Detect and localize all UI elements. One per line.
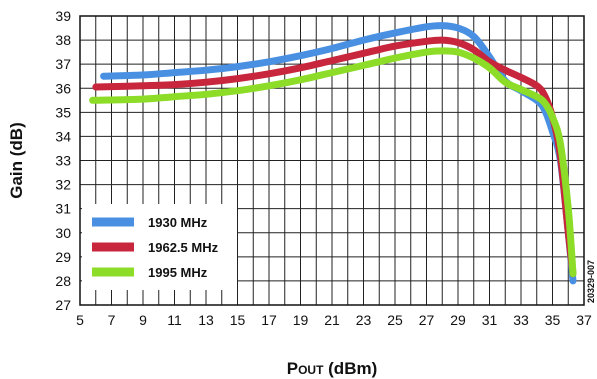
x-tick-label: 29 [450, 312, 466, 328]
x-tick-label: 11 [167, 312, 182, 328]
x-tick-label: 13 [198, 312, 214, 328]
legend: 1930 MHz 1962.5 MHz 1995 MHz [82, 204, 237, 290]
x-tick-label: 7 [108, 312, 116, 328]
series-line-1995-mhz [89, 47, 577, 278]
x-tick-label: 23 [356, 312, 372, 328]
plot-frame [79, 15, 585, 306]
x-axis-title-subscript: OUT [298, 363, 324, 377]
x-tick-label: 21 [324, 312, 340, 328]
y-tick-label: 31 [55, 201, 71, 217]
legend-label-1962-5-mhz: 1962.5 MHz [148, 240, 219, 255]
x-tick-label: 33 [513, 312, 529, 328]
y-tick-label: 37 [55, 56, 71, 72]
y-tick-label: 33 [55, 153, 71, 169]
y-tick-label: 35 [55, 104, 71, 120]
x-axis-title-unit: (dBm) [323, 359, 377, 378]
legend-label-1995-mhz: 1995 MHz [148, 265, 208, 280]
x-tick-label: 35 [545, 312, 561, 328]
y-tick-label: 28 [55, 273, 71, 289]
y-axis-title: Gain (dB) [7, 122, 26, 199]
y-tick-label: 36 [55, 80, 71, 96]
x-tick-label: 27 [419, 312, 435, 328]
x-tick-label: 25 [387, 312, 403, 328]
figure-code: 20329-007 [586, 260, 596, 303]
x-axis-title: POUT (dBm) [287, 359, 378, 378]
legend-label-1930-mhz: 1930 MHz [148, 215, 208, 230]
x-tick-label: 9 [139, 312, 147, 328]
y-tick-label: 30 [55, 225, 71, 241]
x-tick-label: 5 [76, 312, 84, 328]
y-tick-label: 38 [55, 32, 71, 48]
x-tick-label: 15 [230, 312, 246, 328]
tick-labels: 5 7 9 11 13 15 17 19 21 23 25 27 29 31 33 35 37 27 28 29 30 3… [55, 8, 592, 328]
y-tick-label: 34 [55, 128, 71, 144]
y-tick-label: 29 [55, 249, 71, 265]
x-tick-label: 19 [293, 312, 309, 328]
y-tick-label: 32 [55, 177, 71, 193]
series-line-1930-mhz [100, 22, 577, 285]
y-tick-label: 27 [55, 297, 71, 313]
series-lines [89, 22, 577, 285]
x-tick-label: 37 [576, 312, 592, 328]
y-tick-label: 39 [55, 8, 71, 24]
x-axis-title-main: P [287, 359, 298, 378]
x-tick-label: 31 [482, 312, 498, 328]
x-tick-label: 17 [261, 312, 277, 328]
